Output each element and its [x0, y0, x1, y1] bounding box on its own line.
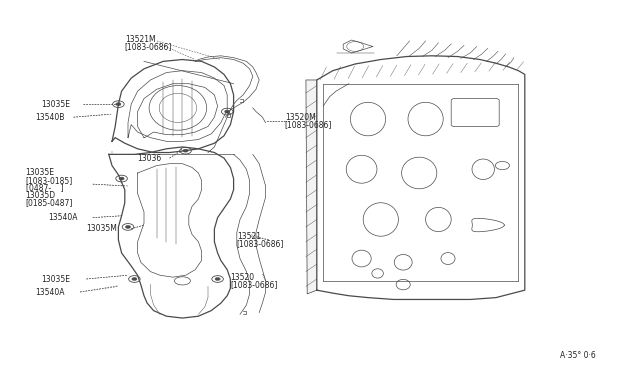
Text: 13540B: 13540B [35, 113, 65, 122]
Text: [0185-0487]: [0185-0487] [26, 198, 73, 207]
Circle shape [215, 278, 220, 280]
Polygon shape [306, 80, 317, 294]
Text: [1083-0686]: [1083-0686] [237, 239, 284, 248]
Text: A·35° 0·6: A·35° 0·6 [560, 351, 596, 360]
Text: [1083-0686]: [1083-0686] [125, 42, 172, 51]
Text: 13521M: 13521M [125, 35, 156, 44]
Circle shape [116, 103, 121, 106]
Text: [0487-    ]: [0487- ] [26, 183, 63, 192]
Text: [1083-0185]: [1083-0185] [26, 176, 73, 185]
Text: 13035E: 13035E [42, 100, 70, 109]
Text: 13520M: 13520M [285, 113, 316, 122]
Text: [1083-0686]: [1083-0686] [285, 120, 332, 129]
Text: 13540A: 13540A [48, 213, 77, 222]
Circle shape [183, 149, 188, 152]
Text: 13035E: 13035E [26, 169, 54, 177]
Text: 13540A: 13540A [35, 288, 65, 296]
Text: 13035E: 13035E [42, 275, 70, 283]
Text: 13035M: 13035M [86, 224, 117, 233]
Text: [1083-0686]: [1083-0686] [230, 280, 278, 289]
Text: 13521: 13521 [237, 232, 261, 241]
Circle shape [125, 225, 131, 228]
Circle shape [132, 278, 137, 280]
Circle shape [225, 110, 230, 113]
Text: 13520: 13520 [230, 273, 255, 282]
Text: 13036: 13036 [138, 154, 162, 163]
Text: 13035D: 13035D [26, 191, 56, 200]
Circle shape [119, 177, 124, 180]
